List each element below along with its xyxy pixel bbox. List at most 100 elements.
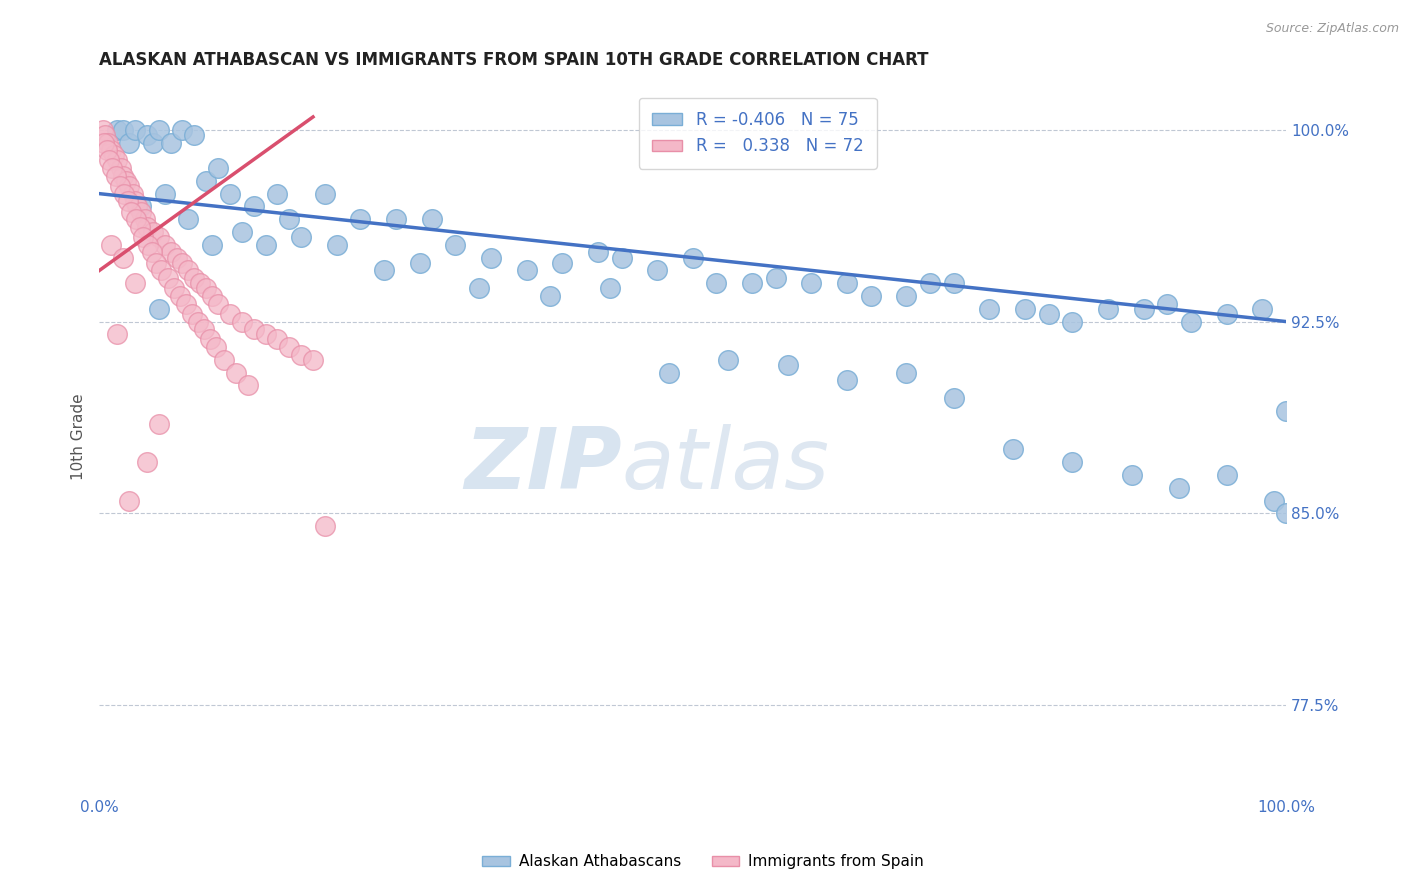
Point (195, 174, 218, 188)
Point (776, 358, 799, 372)
Point (114, 174, 136, 188)
Point (706, 276, 728, 290)
Point (741, 276, 763, 290)
Point (290, 348, 312, 362)
Point (800, 276, 823, 290)
Point (212, 352, 235, 367)
Point (1215, 307, 1237, 321)
Point (142, 225, 165, 239)
Point (124, 122, 146, 136)
Point (1038, 307, 1060, 321)
Point (117, 194, 139, 209)
Point (188, 276, 211, 290)
Point (918, 276, 941, 290)
Point (148, 230, 170, 244)
Point (108, 179, 131, 194)
Point (468, 281, 491, 295)
Point (153, 186, 176, 201)
Point (135, 219, 157, 234)
Point (444, 237, 467, 252)
Point (979, 301, 1001, 316)
Point (100, 237, 122, 252)
Point (236, 378, 259, 392)
Point (129, 204, 152, 219)
Point (835, 373, 858, 387)
Point (231, 314, 253, 328)
Point (302, 352, 325, 367)
Point (159, 245, 181, 260)
Y-axis label: 10th Grade: 10th Grade (72, 393, 86, 480)
Point (896, 366, 918, 380)
Point (1014, 301, 1036, 316)
Point (586, 245, 609, 260)
Point (610, 251, 633, 265)
Point (1121, 468, 1143, 483)
Point (1263, 493, 1285, 508)
Point (112, 251, 135, 265)
Point (1180, 314, 1202, 328)
Point (169, 289, 191, 303)
Point (103, 148, 125, 162)
Point (172, 122, 194, 136)
Point (219, 307, 242, 321)
Point (266, 186, 288, 201)
Point (1215, 468, 1237, 483)
Point (112, 169, 135, 183)
Point (118, 179, 141, 194)
Point (148, 122, 170, 136)
Point (204, 340, 226, 354)
Point (1097, 301, 1119, 316)
Point (121, 186, 143, 201)
Point (128, 219, 150, 234)
Point (682, 251, 704, 265)
Point (157, 271, 180, 285)
Point (1156, 296, 1178, 310)
Point (278, 340, 301, 354)
Point (198, 333, 221, 347)
Point (1062, 314, 1084, 328)
Point (97, 153, 120, 168)
Point (112, 186, 135, 201)
Point (765, 271, 787, 285)
Point (183, 271, 205, 285)
Point (145, 256, 167, 270)
Point (942, 276, 965, 290)
Point (105, 122, 128, 136)
Point (1168, 481, 1191, 495)
Point (373, 263, 395, 277)
Point (266, 333, 288, 347)
Point (94, 128, 117, 142)
Point (658, 366, 681, 380)
Point (290, 230, 312, 244)
Point (105, 153, 128, 168)
Point (1275, 404, 1298, 418)
Point (177, 263, 200, 277)
Point (201, 237, 224, 252)
Point (135, 128, 157, 142)
Point (225, 366, 247, 380)
Point (148, 417, 170, 431)
Point (105, 327, 128, 342)
Point (177, 212, 200, 227)
Point (242, 322, 264, 336)
Point (148, 301, 170, 316)
Point (181, 307, 204, 321)
Point (105, 169, 128, 183)
Point (110, 161, 132, 175)
Point (150, 263, 173, 277)
Point (942, 391, 965, 405)
Point (101, 161, 124, 175)
Point (207, 161, 229, 175)
Point (118, 136, 141, 150)
Legend: Alaskan Athabascans, Immigrants from Spain: Alaskan Athabascans, Immigrants from Spa… (477, 848, 929, 875)
Point (859, 289, 882, 303)
Point (254, 237, 277, 252)
Point (129, 199, 152, 213)
Point (100, 143, 122, 157)
Point (1251, 301, 1274, 316)
Point (132, 230, 155, 244)
Point (835, 276, 858, 290)
Point (516, 263, 538, 277)
Point (96, 143, 118, 157)
Legend: R = -0.406   N = 75, R =   0.338   N = 72: R = -0.406 N = 75, R = 0.338 N = 72 (640, 97, 877, 169)
